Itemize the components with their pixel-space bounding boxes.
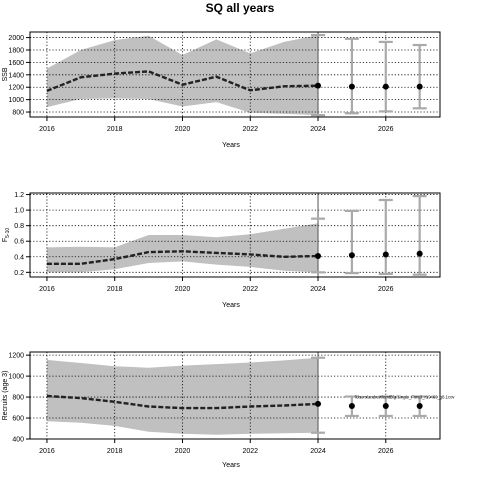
panel-2: 2016 2018 2020 2022 2024 2026 0.2 0.4 0.6 0.8 1.0 1… [2, 192, 441, 309]
y-tick-label: 1600 [8, 60, 24, 67]
y-tick-label: 1400 [8, 72, 24, 79]
projection-point [348, 252, 355, 259]
median-line [46, 250, 319, 265]
x-axis-label: Years [222, 462, 240, 469]
x-tick-label: 2024 [310, 448, 326, 455]
y-tick-label: 0.4 [14, 254, 24, 261]
projection-point [416, 402, 423, 409]
y-tick-label: 400 [12, 437, 24, 444]
plot-frame [29, 192, 441, 278]
x-tick-label: 2026 [378, 286, 394, 293]
page-title: SQ all years [205, 1, 275, 15]
median-line [46, 70, 319, 93]
x-tick-label: 2018 [107, 126, 123, 133]
x-tick-label: 2020 [175, 126, 191, 133]
x-tick-label: 2026 [378, 126, 394, 133]
x-axis-label: Years [222, 142, 240, 149]
y-tick-label: 800 [12, 395, 24, 402]
confidence-band [46, 357, 319, 435]
y-tick-label: 1000 [8, 374, 24, 381]
plot-frame [29, 351, 441, 440]
x-tick-label: 2020 [175, 448, 191, 455]
y-tick-label: 2000 [8, 35, 24, 42]
x-tick-label: 2020 [175, 286, 191, 293]
y-axis-label: SSB [2, 67, 9, 81]
y-tick-label: 0.2 [14, 270, 24, 277]
x-tick-label: 2018 [107, 448, 123, 455]
y-tick-label: 1800 [8, 47, 24, 54]
x-tick-label: 2022 [242, 448, 258, 455]
y-tick-label: 600 [12, 416, 24, 423]
projection-point [348, 402, 355, 409]
y-tick-label: 0.6 [14, 239, 24, 246]
projection-point [382, 251, 389, 258]
y-axis-label: Recruits (age 3) [2, 371, 9, 421]
x-tick-label: 2022 [242, 286, 258, 293]
x-tick-label: 2022 [242, 126, 258, 133]
x-tick-label: 2018 [107, 286, 123, 293]
data-point [315, 82, 322, 89]
y-axis-label-subscript: 5-10 [5, 228, 11, 238]
y-tick-label: 1.0 [14, 208, 24, 215]
projection-point [348, 83, 355, 90]
x-tick-label: 2024 [310, 286, 326, 293]
y-tick-label: 0.8 [14, 223, 24, 230]
y-axis-label: F5-10 [2, 228, 11, 243]
projection-point [382, 402, 389, 409]
panel-3: 2016 2018 2020 2022 2024 2026 400 600 800 1000 120… [2, 351, 456, 469]
x-tick-label: 2024 [310, 126, 326, 133]
projection-point [382, 83, 389, 90]
projection-point [416, 83, 423, 90]
data-point [315, 253, 322, 259]
x-tick-label: 2016 [39, 286, 55, 293]
x-tick-label: 2016 [39, 448, 55, 455]
data-point [315, 400, 322, 407]
x-tick-label: 2016 [39, 126, 55, 133]
projection-point [416, 250, 423, 257]
x-tick-label: 2026 [378, 448, 394, 455]
y-tick-label: 1.2 [14, 192, 24, 199]
panel-1: 2016 2018 2020 2022 2024 2026 800 1000 1200 1400 1… [2, 31, 441, 149]
y-tick-label: 1200 [8, 353, 24, 360]
y-tick-label: 1000 [8, 97, 24, 104]
file-path-annotation: /Users/andrew/emtBlg/Single_Fore3_r19460… [355, 395, 456, 400]
median-line [46, 394, 319, 410]
y-tick-label: 800 [12, 110, 24, 117]
y-tick-label: 1200 [8, 85, 24, 92]
x-axis-label: Years [222, 302, 240, 309]
